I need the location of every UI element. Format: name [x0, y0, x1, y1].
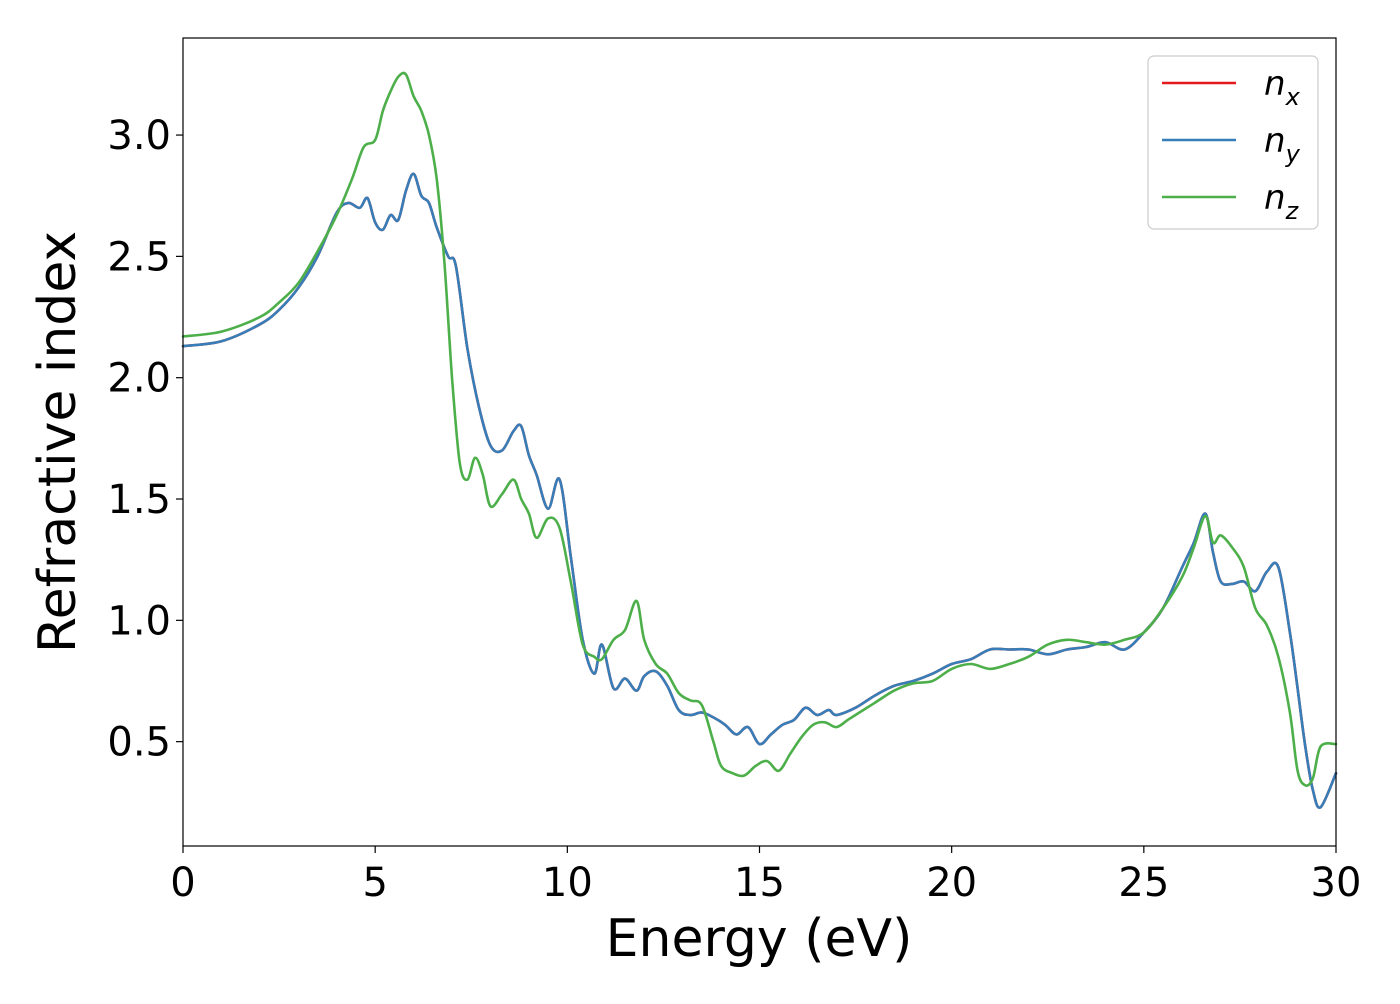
- series-line-n-y: [181, 172, 1338, 809]
- y-tick-label: 2.5: [107, 234, 171, 280]
- x-tick-label: 15: [734, 860, 785, 906]
- x-axis-title: Energy (eV): [606, 909, 913, 969]
- y-tick-label: 0.5: [107, 720, 171, 766]
- y-axis-ticks: 0.5 1.0 1.5 2.0 2.5 3.0: [107, 113, 183, 766]
- legend: nx ny nz: [1147, 55, 1319, 230]
- x-tick-label: 25: [1118, 860, 1169, 906]
- x-tick-label: 0: [170, 860, 195, 906]
- x-tick-label: 10: [542, 860, 593, 906]
- series-layer: [181, 71, 1338, 809]
- x-tick-label: 20: [926, 860, 977, 906]
- legend-box: [1147, 55, 1319, 230]
- x-axis-ticks: 0 5 10 15 20 25 30: [170, 846, 1361, 906]
- series-line-n-x: [181, 172, 1338, 809]
- y-tick-label: 3.0: [107, 113, 171, 159]
- y-tick-label: 1.0: [107, 598, 171, 644]
- legend-label-y: ny: [1264, 121, 1301, 168]
- series-line-n-z: [181, 71, 1338, 787]
- legend-label-x: nx: [1264, 64, 1301, 111]
- x-tick-label: 5: [362, 860, 387, 906]
- y-tick-label: 2.0: [107, 356, 171, 402]
- y-tick-label: 1.5: [107, 477, 171, 523]
- legend-label-z: nz: [1264, 178, 1300, 225]
- x-tick-label: 30: [1311, 860, 1362, 906]
- y-axis-title: Refractive index: [28, 231, 88, 653]
